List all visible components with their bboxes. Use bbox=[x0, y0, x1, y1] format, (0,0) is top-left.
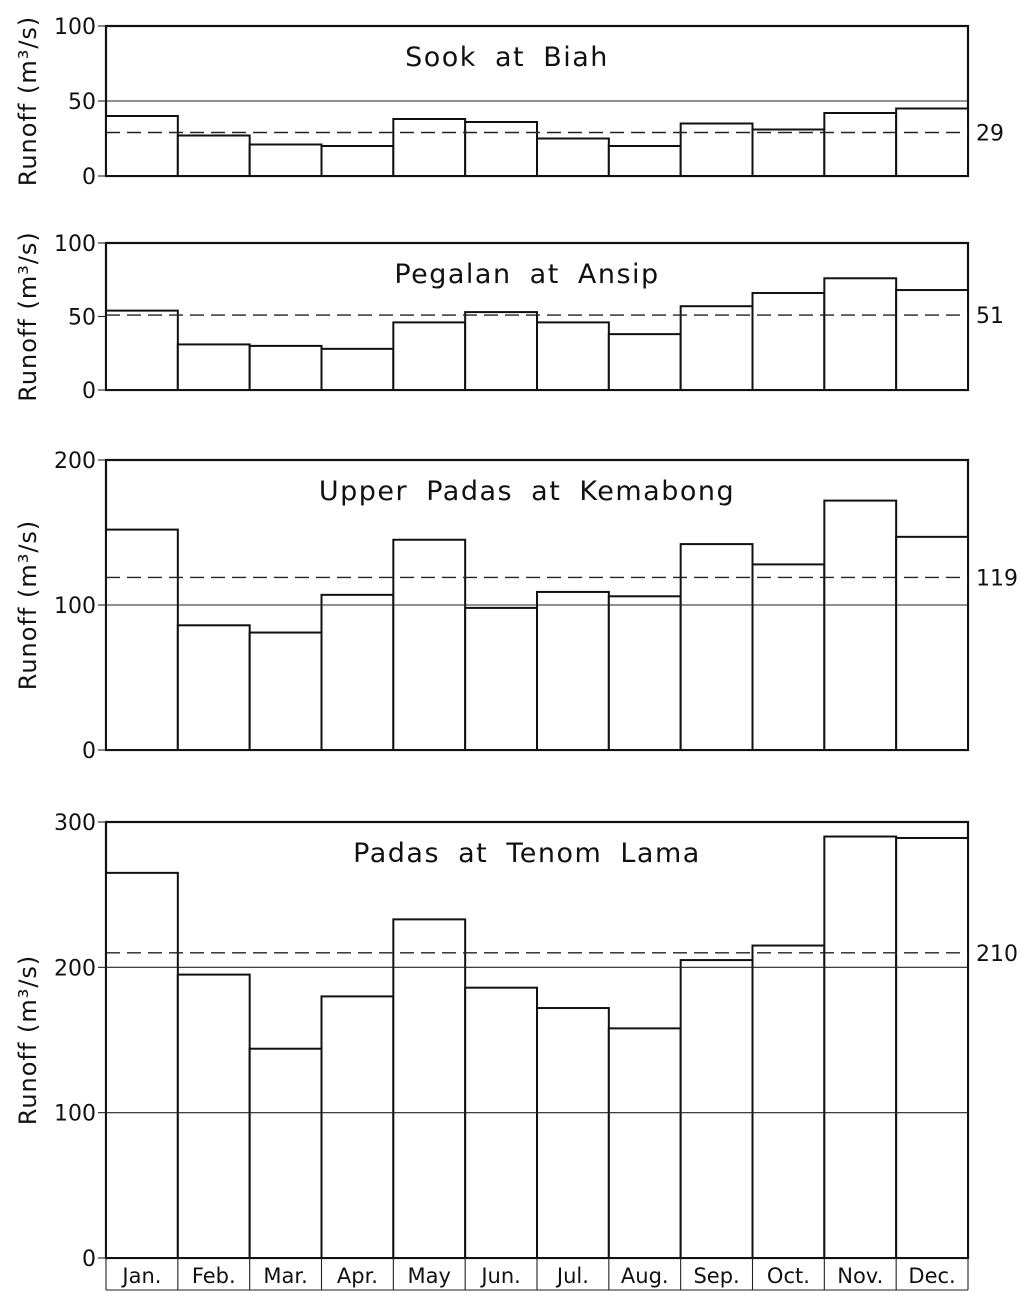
bar-feb bbox=[176, 134, 251, 177]
bar-jul bbox=[536, 1007, 610, 1259]
chart-title: Pegalan at Ansip bbox=[394, 259, 659, 290]
bar-jan bbox=[105, 871, 179, 1259]
y-axis-label: Runoff (m³/s) bbox=[14, 520, 42, 691]
bar-jan bbox=[105, 528, 179, 751]
bar-may bbox=[392, 918, 467, 1260]
bar-jul bbox=[536, 590, 610, 752]
y-tick-label: 200 bbox=[54, 449, 96, 474]
bar-may bbox=[392, 118, 467, 177]
x-tick-label-jun: Jun. bbox=[479, 1264, 521, 1288]
bar-feb bbox=[176, 624, 251, 751]
bar-aug bbox=[607, 595, 682, 751]
x-tick-label-jul: Jul. bbox=[555, 1264, 589, 1288]
bar-jan bbox=[105, 309, 179, 391]
bar-jun bbox=[464, 121, 538, 177]
bar-nov bbox=[823, 835, 898, 1259]
y-tick-label: 200 bbox=[54, 956, 96, 981]
mean-label: 29 bbox=[976, 122, 1004, 147]
y-tick-label: 0 bbox=[82, 739, 96, 764]
bar-nov bbox=[823, 277, 898, 391]
bar-oct bbox=[751, 944, 826, 1259]
bar-apr bbox=[320, 995, 395, 1260]
bar-dec bbox=[895, 107, 970, 177]
bar-jun bbox=[464, 311, 538, 391]
bar-jun bbox=[464, 986, 538, 1259]
mean-label: 119 bbox=[976, 566, 1018, 591]
chart-title: Sook at Biah bbox=[405, 42, 609, 73]
bar-aug bbox=[607, 1027, 682, 1259]
bar-jul bbox=[536, 137, 610, 177]
bar-mar bbox=[248, 143, 323, 177]
y-tick-label: 100 bbox=[54, 1102, 96, 1127]
bar-nov bbox=[823, 499, 898, 751]
x-tick-label-aug: Aug. bbox=[621, 1264, 669, 1288]
y-tick-label: 100 bbox=[54, 232, 96, 257]
y-axis-label: Runoff (m³/s) bbox=[14, 16, 42, 187]
y-tick-label: 100 bbox=[54, 15, 96, 40]
x-tick-label-nov: Nov. bbox=[837, 1264, 883, 1288]
y-tick-label: 0 bbox=[82, 379, 96, 404]
bar-sep bbox=[679, 122, 754, 177]
bar-sep bbox=[679, 543, 754, 751]
bar-may bbox=[392, 538, 467, 751]
y-tick-label: 0 bbox=[82, 1247, 96, 1272]
bar-jun bbox=[464, 606, 538, 752]
y-tick-label: 0 bbox=[82, 165, 96, 190]
mean-label: 51 bbox=[976, 304, 1004, 329]
bar-dec bbox=[895, 836, 970, 1260]
bar-jan bbox=[105, 115, 179, 177]
bar-apr bbox=[320, 145, 395, 177]
chart-panel-4: 210 0 100 200 300 Runoff (m³/s) Padas at Tenom… bbox=[14, 811, 1018, 1291]
bar-mar bbox=[248, 344, 323, 391]
bar-may bbox=[392, 321, 467, 392]
x-tick-label-feb: Feb. bbox=[192, 1264, 236, 1288]
x-tick-label-mar: Mar. bbox=[263, 1264, 307, 1288]
x-tick-label-may: May bbox=[408, 1264, 451, 1288]
bar-apr bbox=[320, 593, 395, 751]
y-tick-label: 50 bbox=[68, 306, 96, 331]
bar-aug bbox=[607, 145, 682, 177]
y-axis-label: Runoff (m³/s) bbox=[14, 231, 42, 402]
bar-sep bbox=[679, 305, 754, 391]
chart-title: Padas at Tenom Lama bbox=[353, 838, 701, 869]
x-tick-label-apr: Apr. bbox=[337, 1264, 378, 1288]
chart-panel-2: 51 0 50 100 Runoff (m³/s) Pegalan at Ansip bbox=[14, 231, 1004, 404]
bar-feb bbox=[176, 343, 251, 391]
bar-feb bbox=[176, 973, 251, 1259]
bar-oct bbox=[751, 291, 826, 392]
chart-title: Upper Padas at Kemabong bbox=[319, 476, 735, 507]
bar-dec bbox=[895, 535, 970, 751]
x-tick-label-oct: Oct. bbox=[767, 1264, 810, 1288]
x-tick-label-dec: Dec. bbox=[908, 1264, 955, 1288]
chart-panel-3: 119 0 100 200 Runoff (m³/s) Upper Padas at Ke… bbox=[14, 449, 1018, 764]
mean-label: 210 bbox=[976, 942, 1018, 967]
x-tick-label-sep: Sep. bbox=[693, 1264, 739, 1288]
y-axis-label: Runoff (m³/s) bbox=[14, 955, 42, 1126]
bar-oct bbox=[751, 563, 826, 752]
bar-apr bbox=[320, 347, 395, 391]
bar-dec bbox=[895, 289, 970, 392]
chart-panel-1: 29 0 50 100 Runoff (m³/s) Sook at Biah bbox=[14, 15, 1004, 190]
x-tick-label-jan: Jan. bbox=[120, 1264, 161, 1288]
bar-nov bbox=[823, 112, 898, 177]
bar-mar bbox=[248, 1047, 323, 1259]
bar-oct bbox=[751, 128, 826, 177]
bar-aug bbox=[607, 333, 682, 392]
bar-mar bbox=[248, 631, 323, 751]
y-tick-label: 50 bbox=[68, 90, 96, 115]
y-tick-label: 300 bbox=[54, 811, 96, 836]
bar-jul bbox=[536, 321, 610, 392]
bar-sep bbox=[679, 959, 754, 1259]
y-tick-label: 100 bbox=[54, 594, 96, 619]
